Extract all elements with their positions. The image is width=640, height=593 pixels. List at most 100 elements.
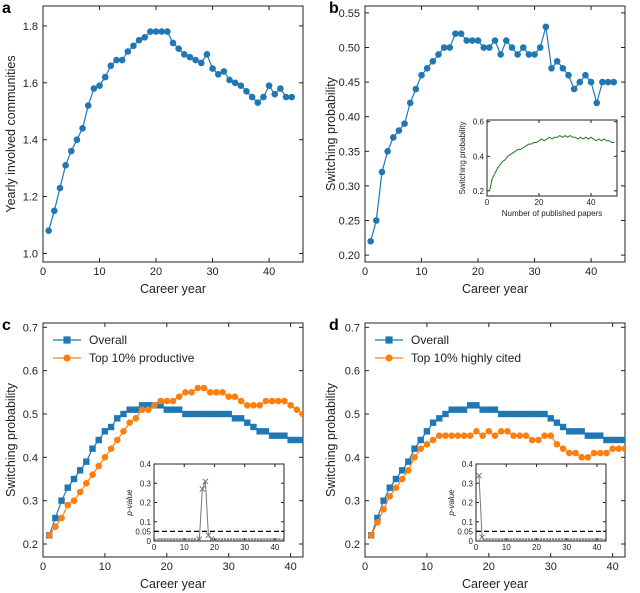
data-point xyxy=(219,410,226,418)
data-point xyxy=(277,85,284,92)
y-tick-label: 0.2 xyxy=(345,539,360,551)
data-point xyxy=(113,56,120,64)
x-tick-label: 30 xyxy=(528,266,540,278)
inset-data-point xyxy=(476,472,482,479)
y-tick-label: 0.55 xyxy=(339,8,360,20)
data-point xyxy=(599,78,606,86)
data-point xyxy=(609,445,616,452)
data-point xyxy=(525,51,533,58)
data-point xyxy=(522,432,530,439)
plot-area xyxy=(367,402,625,539)
inset-x-tick-label: 20 xyxy=(210,543,219,552)
data-point xyxy=(188,389,195,396)
data-point xyxy=(268,397,276,405)
data-point xyxy=(256,428,263,435)
data-point xyxy=(64,484,71,491)
inset-x-tick-label: 0 xyxy=(485,198,490,207)
data-point xyxy=(58,497,65,504)
data-point xyxy=(615,436,623,444)
data-point xyxy=(547,432,555,439)
legend: Overall Top 10% productive xyxy=(53,333,195,365)
inset-x-tick-label: 10 xyxy=(502,543,511,552)
data-point xyxy=(503,37,510,44)
data-point xyxy=(274,397,282,405)
y-tick-label: 0.35 xyxy=(339,146,360,158)
data-point xyxy=(576,78,584,86)
data-point xyxy=(610,78,617,86)
data-point xyxy=(597,432,604,439)
inset-y-tick-label: 0.2 xyxy=(140,499,152,508)
data-point xyxy=(380,497,387,504)
y-axis-label: Switching probability xyxy=(324,76,338,191)
data-point xyxy=(52,514,59,522)
data-point xyxy=(70,497,78,504)
data-point xyxy=(460,406,468,413)
x-tick-label: 0 xyxy=(40,561,46,573)
data-point xyxy=(587,78,595,86)
panel-label: a xyxy=(2,0,11,17)
data-point xyxy=(124,48,132,55)
data-point xyxy=(225,410,232,418)
data-point xyxy=(435,432,443,439)
data-point xyxy=(548,64,555,72)
data-point xyxy=(299,410,303,418)
data-point xyxy=(169,39,177,47)
y-axis-label: Switching probability xyxy=(4,382,18,497)
data-point xyxy=(510,410,517,418)
panel-label: d xyxy=(329,317,339,334)
data-point xyxy=(130,42,137,50)
data-point xyxy=(64,501,72,509)
x-tick-label: 20 xyxy=(161,561,173,573)
data-point xyxy=(497,428,505,435)
data-point xyxy=(578,454,585,461)
legend-label: Overall xyxy=(411,333,449,347)
data-point xyxy=(553,441,561,448)
data-point xyxy=(486,44,493,51)
y-tick-label: 0.45 xyxy=(339,77,360,89)
inset-data-point xyxy=(196,536,203,541)
data-point xyxy=(158,28,165,35)
plot-frame xyxy=(364,5,626,263)
data-point xyxy=(293,406,301,413)
data-point xyxy=(90,85,98,92)
data-point xyxy=(220,68,228,75)
data-point xyxy=(536,44,544,51)
inset-y-tick-label: 0.1 xyxy=(462,518,474,527)
data-point xyxy=(578,428,585,435)
data-point xyxy=(175,393,183,400)
y-tick-label: 0.4 xyxy=(23,452,38,464)
inset-plot-frame xyxy=(475,463,607,542)
data-point xyxy=(248,93,256,101)
data-point xyxy=(603,449,610,457)
data-point xyxy=(200,410,208,418)
data-point xyxy=(145,402,152,409)
data-point xyxy=(531,51,538,58)
data-point xyxy=(45,532,53,539)
x-tick-label: 0 xyxy=(362,266,368,278)
data-point xyxy=(152,28,160,35)
data-point xyxy=(96,82,103,89)
y-tick-label: 1.4 xyxy=(23,135,38,147)
y-tick-label: 1.8 xyxy=(23,21,38,33)
data-point xyxy=(113,436,121,444)
data-point xyxy=(56,184,64,192)
data-point xyxy=(405,467,412,474)
data-point xyxy=(256,402,263,409)
data-point xyxy=(423,64,431,72)
data-point xyxy=(436,415,443,422)
data-point xyxy=(596,449,604,457)
data-point xyxy=(138,406,146,413)
panel-label: c xyxy=(2,317,11,334)
data-point xyxy=(504,410,511,418)
data-point xyxy=(412,85,420,93)
data-point xyxy=(231,415,239,422)
data-point xyxy=(243,402,251,409)
data-point xyxy=(418,71,425,79)
inset-data-point xyxy=(479,534,486,541)
data-point xyxy=(83,480,90,487)
data-point xyxy=(244,419,251,426)
data-point xyxy=(107,423,115,431)
data-point xyxy=(411,445,418,452)
data-point xyxy=(457,30,465,37)
